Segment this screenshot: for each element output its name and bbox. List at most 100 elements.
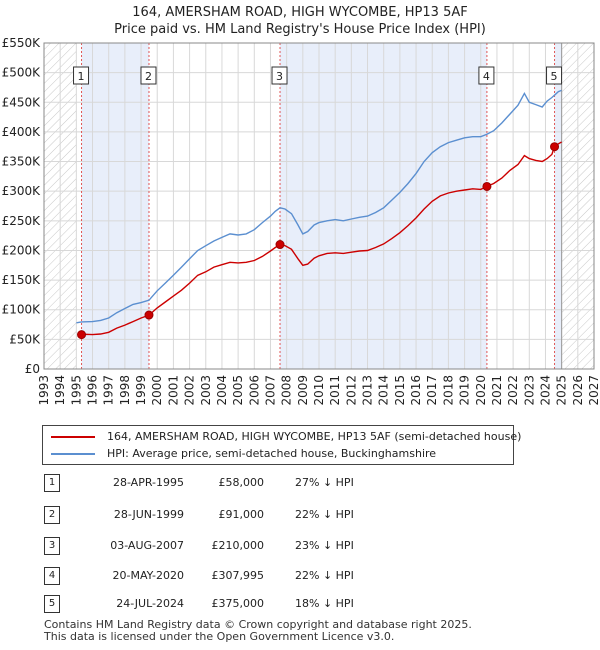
hpi-series-line [76,89,562,324]
legend-label-hpi: HPI: Average price, semi-detached house,… [107,447,437,460]
x-tick-label: 1995 [69,375,83,406]
sale-date: 28-JUN-1999 [113,508,184,521]
sale-number-label: 3 [276,70,283,83]
sale-number-badge: 5 [44,595,60,613]
x-tick-label: 2014 [377,375,391,406]
y-tick-label: £150K [2,273,42,287]
x-tick-label: 2019 [458,375,472,406]
property-series-line [81,141,562,336]
x-tick-label: 2020 [474,375,488,406]
x-tick-label: 2016 [409,375,423,406]
y-tick-label: £100K [2,303,42,317]
sale-number-badge: 4 [44,567,60,585]
sale-hpi-diff: 22% ↓ HPI [295,569,354,582]
x-tick-label: 1997 [102,375,116,406]
sale-date: 03-AUG-2007 [110,539,184,552]
x-tick-label: 1993 [37,375,51,406]
x-tick-label: 2013 [361,375,375,406]
x-tick-label: 2006 [247,375,261,406]
y-tick-label: £200K [2,243,42,257]
sale-number-box [478,66,495,85]
sale-price: £58,000 [218,476,265,489]
y-tick-label: £350K [2,155,42,169]
sale-hpi-diff: 27% ↓ HPI [295,476,354,489]
sale-date: 20-MAY-2020 [112,569,184,582]
x-tick-label: 2027 [587,375,600,406]
table-row: 3 03-AUG-2007 £210,000 23% ↓ HPI [0,536,600,556]
x-tick-label: 1998 [118,375,132,406]
x-tick-label: 2011 [328,375,342,406]
y-tick-label: £50K [9,332,41,346]
price-chart: £0 £50K £100K £150K £200K £250K £300K £350K £400… [2,36,600,406]
x-tick-label: 2017 [425,375,439,406]
sale-price: £307,995 [211,569,265,582]
x-tick-label: 2024 [538,375,552,406]
y-tick-label: £500K [2,66,42,80]
legend-label-property: 164, AMERSHAM ROAD, HIGH WYCOMBE, HP13 5… [107,430,522,443]
sale-hpi-diff: 23% ↓ HPI [295,539,354,552]
footer-copyright: Contains HM Land Registry data © Crown c… [44,618,472,631]
sale-point [482,181,492,191]
sale-number-label: 1 [78,70,85,83]
legend-swatch-property [51,436,95,438]
sale-number-box [73,66,90,85]
x-tick-label: 2025 [555,375,569,406]
x-tick-label: 2026 [571,375,585,406]
sale-point [275,240,285,250]
table-row: 4 20-MAY-2020 £307,995 22% ↓ HPI [0,566,600,586]
x-tick-label: 2015 [393,375,407,406]
x-tick-label: 2004 [215,375,229,406]
sale-point [144,310,154,320]
shaded-period [554,43,562,369]
legend-swatch-hpi [51,453,95,455]
sale-price: £375,000 [211,597,265,610]
x-tick-label: 2021 [490,375,504,406]
x-tick-label: 2008 [280,375,294,406]
y-tick-label: £450K [2,95,42,109]
chart-subtitle: Price paid vs. HM Land Registry's House … [114,22,486,37]
sale-number-badge: 2 [44,506,60,524]
sale-price: £91,000 [218,508,265,521]
sale-number-label: 2 [145,70,152,83]
chart-legend: 164, AMERSHAM ROAD, HIGH WYCOMBE, HP13 5… [42,425,521,465]
sale-number-box [271,66,288,85]
y-tick-label: £300K [2,184,42,198]
sale-date: 24-JUL-2024 [116,597,184,610]
y-tick-label: £550K [2,36,42,50]
plot-border [43,42,595,370]
x-tick-label: 2007 [263,375,277,406]
x-tick-label: 2012 [344,375,358,406]
x-tick-label: 2009 [296,375,310,406]
x-tick-label: 2018 [441,375,455,406]
table-row: 5 24-JUL-2024 £375,000 18% ↓ HPI [0,594,600,614]
x-tick-label: 2023 [522,375,536,406]
sale-number-box [546,66,563,85]
sale-number-box [140,66,157,85]
footer-attribution: Contains HM Land Registry data © Crown c… [44,619,472,643]
sale-hpi-diff: 22% ↓ HPI [295,508,354,521]
x-tick-label: 2000 [150,375,164,406]
sale-number-badge: 1 [44,474,60,492]
shaded-period [81,43,149,369]
table-row: 2 28-JUN-1999 £91,000 22% ↓ HPI [0,505,600,525]
x-tick-label: 1996 [86,375,100,406]
footer-licence: This data is licensed under the Open Gov… [44,630,395,643]
x-tick-label: 2003 [199,375,213,406]
x-tick-label: 1994 [53,375,67,406]
x-tick-label: 2010 [312,375,326,406]
chart-title: 164, AMERSHAM ROAD, HIGH WYCOMBE, HP13 5… [132,5,468,20]
x-tick-label: 2005 [231,375,245,406]
sale-number-label: 4 [483,70,490,83]
y-tick-label: £0 [25,362,40,376]
sale-date: 28-APR-1995 [112,476,184,489]
y-tick-label: £250K [2,214,42,228]
sale-point [550,142,560,152]
x-tick-label: 1999 [134,375,148,406]
sale-number-label: 5 [551,70,558,83]
sale-price: £210,000 [211,539,265,552]
x-tick-label: 2001 [166,375,180,406]
y-tick-label: £400K [2,125,42,139]
x-tick-label: 2002 [183,375,197,406]
sale-hpi-diff: 18% ↓ HPI [295,597,354,610]
table-row: 1 28-APR-1995 £58,000 27% ↓ HPI [0,473,600,493]
